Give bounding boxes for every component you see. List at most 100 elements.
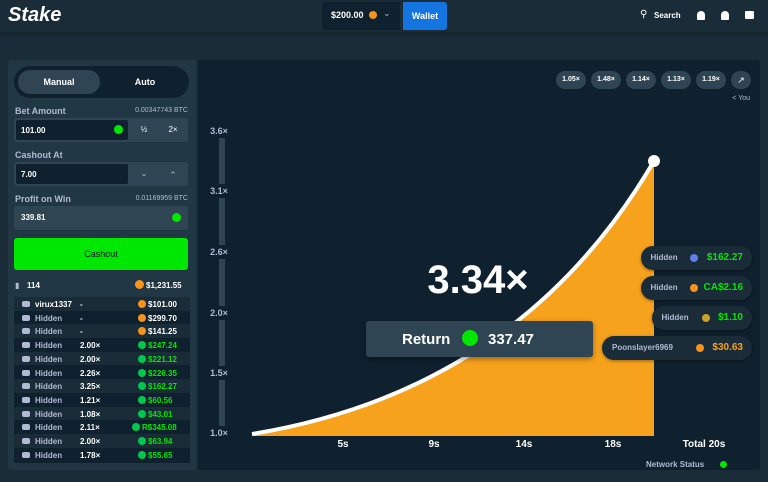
player-row (14, 406, 190, 421)
coin-icon (369, 11, 377, 19)
search[interactable]: Search (654, 11, 681, 20)
player-row (14, 379, 190, 393)
balance[interactable] (322, 2, 400, 30)
down-button[interactable]: ⌄ (140, 168, 148, 178)
cashout-label: Cashout At (15, 150, 63, 160)
player-multiplier: 1.08× (80, 409, 101, 419)
player-coin (138, 300, 146, 308)
return-coin (462, 330, 478, 346)
player-amount: $221.12 (148, 354, 177, 364)
player-row (14, 310, 190, 325)
cashout-name: Hidden (661, 313, 689, 322)
cashout-button[interactable]: Cashout (14, 238, 188, 270)
history-pill[interactable]: 1.13× (661, 71, 691, 89)
chevron: ⌄ (383, 8, 391, 18)
profit-label: Profit on Win (15, 194, 71, 204)
player-name: Hidden (35, 423, 63, 433)
cashout-pill: Hidden CA$2.16 (640, 276, 752, 300)
cashout-amount: CA$2.16 (703, 282, 743, 293)
profit-value: 339.81 (21, 213, 46, 222)
player-name: Hidden (35, 450, 63, 460)
y-axis-label: 1.5× (204, 366, 234, 380)
player-multiplier: 1.78× (80, 450, 101, 460)
player-multiplier: 2.00× (80, 354, 101, 364)
players-total: $1,231.55 (146, 281, 182, 290)
double-button[interactable]: 2× (168, 125, 178, 134)
player-icon (22, 369, 30, 376)
cashout-name: Hidden (650, 283, 678, 292)
player-row (14, 324, 190, 339)
player-amount: R$345.08 (142, 423, 177, 433)
player-name: Hidden (35, 327, 63, 337)
player-name: Hidden (35, 341, 63, 351)
y-axis-bar (219, 128, 225, 438)
player-amount: $162.27 (148, 382, 177, 392)
cashout-coin (696, 344, 704, 352)
player-coin (138, 368, 146, 377)
players-coin (135, 280, 144, 289)
history-pill[interactable]: 1.19× (696, 71, 726, 89)
player-multiplier: 2.00× (80, 341, 101, 351)
multiplier: 3.34× (427, 258, 529, 302)
player-coin (138, 354, 146, 363)
history-pill[interactable]: 1.14× (626, 71, 656, 89)
curve-head (648, 155, 660, 167)
up-button[interactable]: ⌃ (169, 170, 177, 180)
bet-coin (114, 125, 123, 134)
player-coin (138, 382, 146, 391)
player-amount: $226.35 (148, 368, 177, 378)
player-icon (22, 438, 30, 444)
bet-value: 101.00 (21, 126, 46, 135)
player-coin (138, 327, 146, 336)
player-icon (22, 396, 30, 403)
player-icon (22, 383, 30, 390)
return-box (366, 321, 593, 357)
you-label[interactable]: < You (732, 95, 750, 102)
return-amount: 337.47 (488, 331, 534, 348)
cashout-coin (702, 314, 710, 322)
players-icon: ▮ (15, 281, 20, 290)
player-amount: $247.24 (148, 341, 177, 351)
player-icon (22, 301, 30, 307)
player-row (14, 447, 190, 462)
bell-icon[interactable] (721, 11, 729, 20)
cashout-pill: Hidden $162.27 (640, 246, 752, 270)
cashout-field[interactable] (16, 164, 128, 184)
cashout-amount: $162.27 (706, 252, 743, 263)
trend-button[interactable]: ↗ (731, 71, 751, 89)
player-multiplier: - (80, 300, 83, 309)
curve-fill (252, 161, 654, 436)
player-multiplier: 2.26× (80, 368, 101, 378)
player-row (14, 297, 190, 311)
player-name: Hidden (35, 368, 63, 378)
balance-text: $200.00 (331, 10, 364, 20)
tab-manual[interactable]: Manual (18, 70, 100, 94)
cashout-coin (690, 254, 698, 262)
tab-auto[interactable]: Auto (134, 77, 156, 87)
logo[interactable]: Stake (8, 4, 62, 26)
history: 1.05× 1.48× 1.14× 1.13× 1.19× ↗ (556, 71, 756, 91)
history-pill[interactable]: 1.48× (591, 71, 621, 89)
x-axis-label: 14s (515, 439, 533, 450)
bet-field[interactable] (16, 120, 128, 140)
player-amount: $141.25 (148, 327, 177, 337)
search-icon: ⚲ (640, 9, 648, 20)
x-axis-label: Total 20s (682, 439, 726, 450)
x-axis-label: 5s (337, 439, 349, 450)
history-pill[interactable]: 1.05× (556, 71, 586, 89)
player-icon (22, 314, 30, 321)
player-name: Hidden (35, 409, 63, 419)
player-name: Hidden (35, 395, 63, 405)
chat-icon[interactable] (745, 11, 754, 19)
player-coin (138, 450, 146, 459)
wallet-button[interactable]: Wallet (403, 2, 447, 30)
y-axis-label: 3.6× (204, 124, 234, 138)
player-row (14, 365, 190, 380)
profit-coin (172, 213, 181, 222)
cashout-pill: Poonslayer6969 $30.63 (602, 336, 752, 360)
user-icon[interactable] (697, 11, 705, 20)
player-coin (138, 395, 146, 404)
player-coin (138, 437, 146, 445)
half-button[interactable]: ½ (140, 125, 148, 134)
